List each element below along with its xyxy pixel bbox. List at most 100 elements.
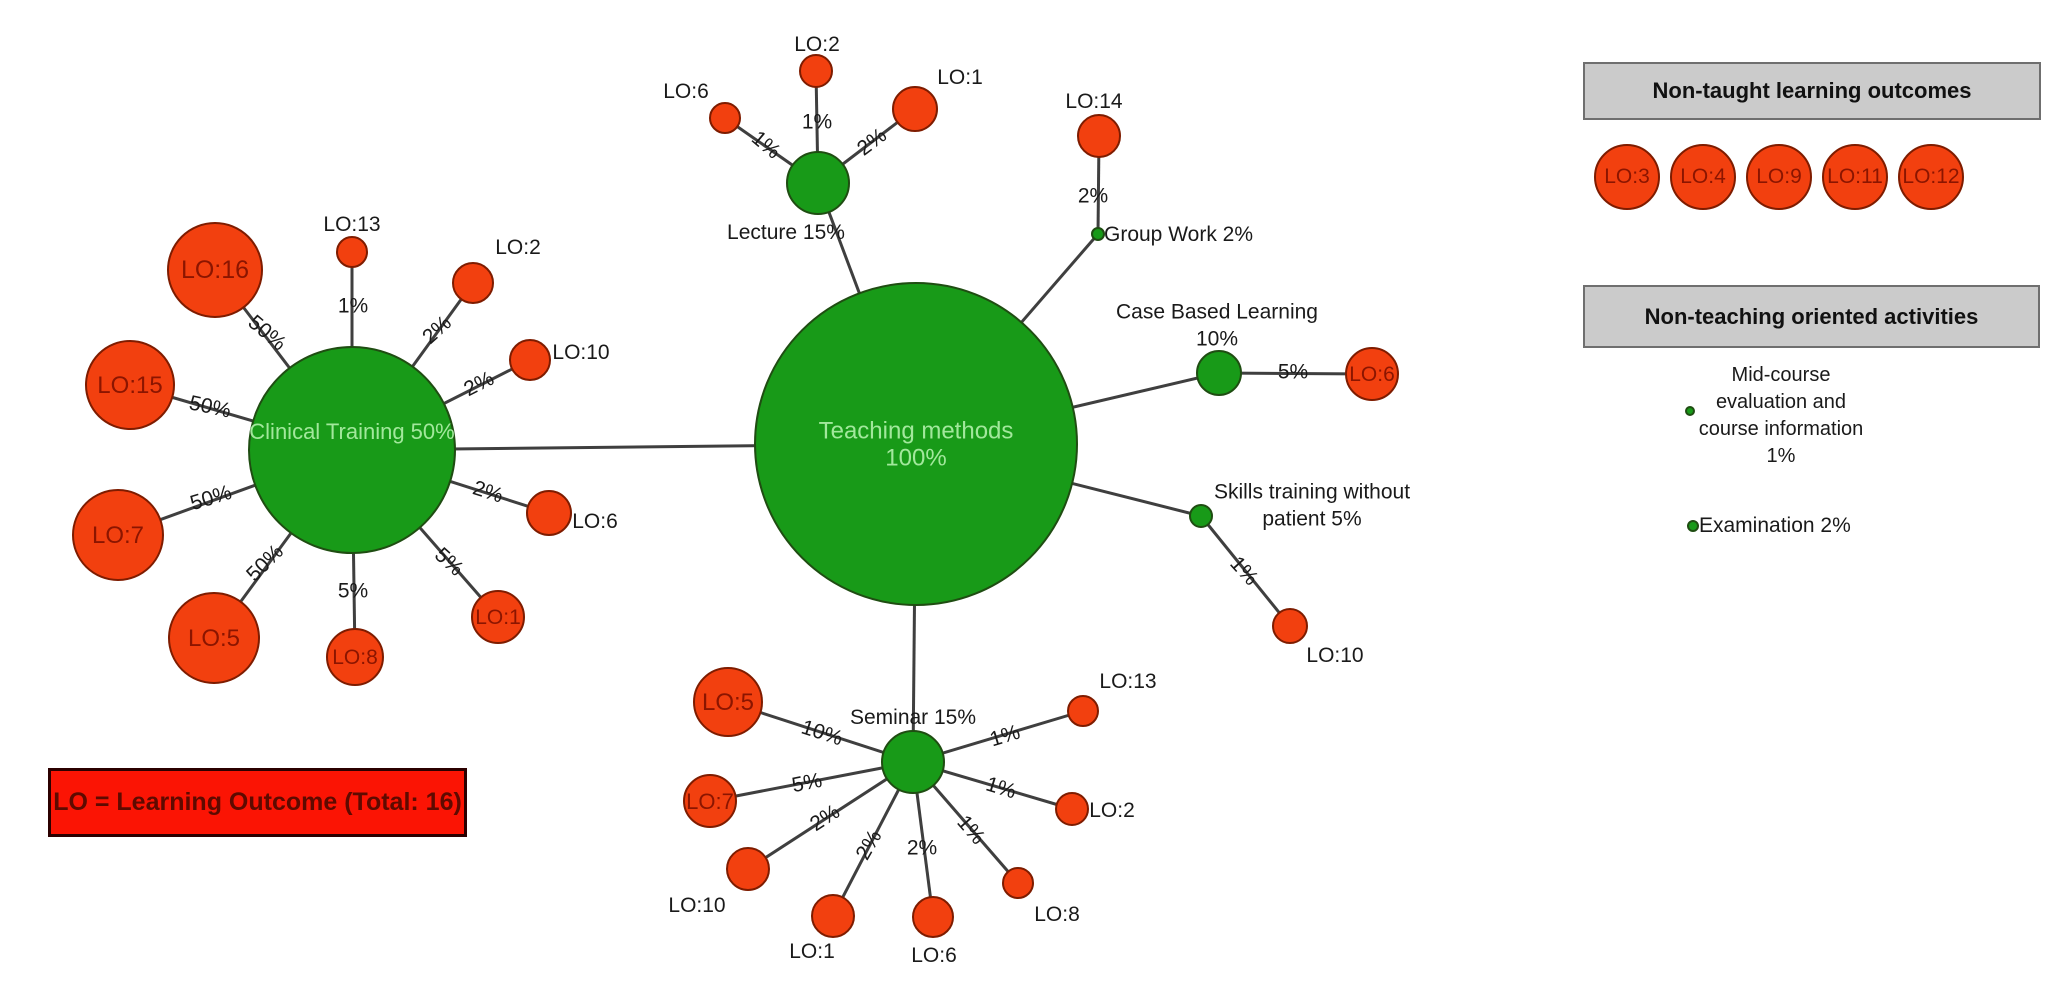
non-taught-outcome-lo11: LO:11 xyxy=(1822,144,1888,210)
edge-pct-clinical-c10: 2% xyxy=(460,367,497,401)
outcome-node-c10 xyxy=(509,339,551,381)
edge-pct-lecture-l2: 1% xyxy=(802,111,832,134)
node-label-m2: LO:2 xyxy=(1089,799,1135,822)
mid-course-line-1: Mid-course xyxy=(1731,364,1831,386)
outcome-node-c15 xyxy=(85,340,175,430)
non-taught-outcome-lo3: LO:3 xyxy=(1594,144,1660,210)
non-teaching-header: Non-teaching oriented activities xyxy=(1583,285,2040,348)
non-taught-outcomes-row: LO:3 LO:4 LO:9 LO:11 LO:12 xyxy=(1594,144,1964,210)
node-label-clinical: Clinical Training 50% xyxy=(249,419,454,444)
edge-seminar-m7 xyxy=(709,760,914,803)
outcome-node-s10 xyxy=(1272,608,1308,644)
outcome-node-l1 xyxy=(892,86,938,132)
edge-pct-lecture-l1: 2% xyxy=(853,124,891,161)
edge-pct-clinical-c7: 50% xyxy=(188,481,235,515)
node-label-c6: LO:6 xyxy=(572,510,618,533)
edge-pct-lecture-l6: 1% xyxy=(747,126,785,163)
mid-course-line-3: course information xyxy=(1698,418,1864,440)
node-label-m10: LO:10 xyxy=(668,894,725,917)
activity-node-lecture xyxy=(786,151,850,215)
mid-course-dot-icon xyxy=(1685,406,1695,416)
edge-pct-seminar-m7: 5% xyxy=(790,769,824,797)
node-label-skills: Skills training without patient 5% xyxy=(1214,480,1410,530)
examination-dot-icon xyxy=(1687,520,1699,532)
outcome-node-m6 xyxy=(912,896,954,938)
node-label-l6: LO:6 xyxy=(663,80,709,103)
activity-node-cbl xyxy=(1196,350,1242,396)
outcome-node-c1 xyxy=(471,590,525,644)
node-label-l2: LO:2 xyxy=(794,33,840,56)
non-taught-header: Non-taught learning outcomes xyxy=(1583,62,2041,120)
edge-pct-clinical-c6: 2% xyxy=(470,476,506,507)
node-label-lecture: Lecture 15% xyxy=(727,221,845,244)
node-label-m6: LO:6 xyxy=(911,944,957,967)
node-label-m7: LO:7 xyxy=(686,789,734,814)
outcome-node-m8 xyxy=(1002,867,1034,899)
node-label-s10: LO:10 xyxy=(1306,644,1363,667)
outcome-node-m7 xyxy=(683,774,737,828)
node-label-c2: LO:2 xyxy=(495,236,541,259)
outcome-node-c7 xyxy=(72,489,164,581)
non-taught-outcome-lo9: LO:9 xyxy=(1746,144,1812,210)
non-taught-outcome-lo12: LO:12 xyxy=(1898,144,1964,210)
edge-pct-clinical-c13: 1% xyxy=(338,295,368,318)
edge-pct-seminar-m1: 2% xyxy=(851,826,886,864)
activity-node-skills xyxy=(1189,504,1213,528)
outcome-node-m5 xyxy=(693,667,763,737)
examination-label: Examination 2% xyxy=(1699,514,1851,537)
activity-node-clinical xyxy=(248,346,456,554)
node-label-t14: LO:14 xyxy=(1065,90,1123,113)
outcome-node-c16 xyxy=(167,222,263,318)
node-label-c7: LO:7 xyxy=(92,522,144,549)
node-label-m8: LO:8 xyxy=(1034,903,1080,926)
node-label-c1: LO:1 xyxy=(475,606,521,629)
node-label-b6: LO:6 xyxy=(1349,363,1395,386)
outcome-node-t14 xyxy=(1077,114,1121,158)
edge-pct-seminar-m2: 1% xyxy=(983,773,1019,804)
outcome-node-l6 xyxy=(709,102,741,134)
node-label-m1: LO:1 xyxy=(789,940,835,963)
node-label-c8: LO:8 xyxy=(332,646,378,669)
node-label-cbl: Case Based Learning 10% xyxy=(1116,300,1318,350)
outcome-node-c2 xyxy=(452,262,494,304)
edge-pct-cbl-b6: 5% xyxy=(1278,361,1308,384)
outcome-node-b6 xyxy=(1345,347,1399,401)
edge-seminar-m10 xyxy=(747,760,914,871)
edge-pct-clinical-c15: 50% xyxy=(187,391,233,422)
node-label-l1: LO:1 xyxy=(937,66,983,89)
edge-pct-clinical-c8: 5% xyxy=(338,580,368,603)
lo-legend-box: LO = Learning Outcome (Total: 16) xyxy=(48,768,467,837)
outcome-node-l2 xyxy=(799,54,833,88)
node-label-c10: LO:10 xyxy=(552,341,609,364)
mid-course-label: Mid-course evaluation and course informa… xyxy=(1621,362,1941,470)
outcome-node-m1 xyxy=(811,894,855,938)
node-label-c15: LO:15 xyxy=(97,372,162,399)
activity-node-teaching xyxy=(754,282,1078,606)
edge-pct-seminar-m5: 10% xyxy=(798,716,845,751)
outcome-node-c6 xyxy=(526,490,572,536)
node-label-groupwork: Group Work 2% xyxy=(1104,223,1253,246)
outcome-node-c8 xyxy=(326,628,384,686)
activity-node-seminar xyxy=(881,730,945,794)
outcome-node-m13 xyxy=(1067,695,1099,727)
node-label-c5: LO:5 xyxy=(188,625,240,652)
node-label-m13: LO:13 xyxy=(1099,670,1156,693)
mid-course-line-4: 1% xyxy=(1766,445,1796,467)
outcome-node-c5 xyxy=(168,592,260,684)
outcome-node-c13 xyxy=(336,236,368,268)
outcome-node-m2 xyxy=(1055,792,1089,826)
node-label-teaching: Teaching methods 100% xyxy=(819,417,1014,471)
node-label-c16: LO:16 xyxy=(181,256,249,284)
mid-course-line-2: evaluation and xyxy=(1715,391,1847,413)
edge-skills-s10 xyxy=(1199,515,1292,627)
non-taught-outcome-lo4: LO:4 xyxy=(1670,144,1736,210)
edge-pct-seminar-m6: 2% xyxy=(907,837,937,860)
edge-pct-groupwork-t14: 2% xyxy=(1078,185,1108,208)
edge-pct-seminar-m13: 1% xyxy=(987,721,1023,752)
edge-pct-seminar-m10: 2% xyxy=(806,800,844,836)
activity-node-groupwork xyxy=(1091,227,1105,241)
node-label-m5: LO:5 xyxy=(702,689,754,716)
outcome-node-m10 xyxy=(726,847,770,891)
node-label-c13: LO:13 xyxy=(323,213,380,236)
